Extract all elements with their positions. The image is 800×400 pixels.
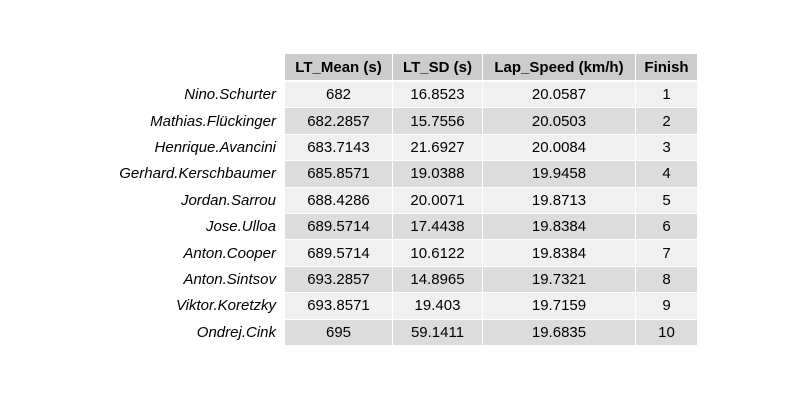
row-label: Anton.Sintsov <box>183 270 276 288</box>
column-header: LT_SD (s) <box>393 54 482 80</box>
column-header: LT_Mean (s) <box>285 54 392 80</box>
table-cell: 7 <box>636 240 697 266</box>
table-cell: 10 <box>636 319 697 345</box>
table-cell: 20.0503 <box>483 108 635 134</box>
row-label: Nino.Schurter <box>184 86 276 104</box>
row-label: Jordan.Sarrou <box>180 191 276 209</box>
table-cell: 683.7143 <box>285 134 392 161</box>
table-cell: 682 <box>285 82 392 108</box>
row-label: Henrique.Avancini <box>154 138 276 156</box>
row-label: Ondrej.Cink <box>196 323 276 341</box>
column-header: Finish <box>636 54 697 80</box>
table-cell: 17.4438 <box>393 214 482 240</box>
row-label: Anton.Cooper <box>183 244 276 262</box>
table-cell: 685.8571 <box>285 161 392 187</box>
table-cell: 688.4286 <box>285 187 392 213</box>
table-cell: 19.7159 <box>483 293 635 319</box>
table-cell: 16.8523 <box>393 82 482 108</box>
table-cell: 693.2857 <box>285 266 392 293</box>
row-label: Viktor.Koretzky <box>175 297 276 315</box>
table-cell: 5 <box>636 187 697 213</box>
table-cell: 10.6122 <box>393 240 482 266</box>
table-cell: 59.1411 <box>393 319 482 345</box>
table-cell: 8 <box>636 266 697 293</box>
table-cell: 19.0388 <box>393 161 482 187</box>
table-cell: 693.8571 <box>285 293 392 319</box>
table-cell: 15.7556 <box>393 108 482 134</box>
table-cell: 21.6927 <box>393 134 482 161</box>
table-cell: 19.8713 <box>483 187 635 213</box>
table-cell: 1 <box>636 82 697 108</box>
table-cell: 20.0587 <box>483 82 635 108</box>
table-cell: 14.8965 <box>393 266 482 293</box>
table-cell: 20.0084 <box>483 134 635 161</box>
table-cell: 695 <box>285 319 392 345</box>
table-cell: 19.7321 <box>483 266 635 293</box>
table-cell: 19.8384 <box>483 214 635 240</box>
column-header: Lap_Speed (km/h) <box>483 54 635 80</box>
table-cell: 19.8384 <box>483 240 635 266</box>
table-cell: 3 <box>636 134 697 161</box>
table-cell: 19.403 <box>393 293 482 319</box>
table-cell: 689.5714 <box>285 214 392 240</box>
table-cell: 20.0071 <box>393 187 482 213</box>
table-cell: 2 <box>636 108 697 134</box>
row-label: Mathias.Flückinger <box>150 112 276 130</box>
table-cell: 6 <box>636 214 697 240</box>
row-label: Gerhard.Kerschbaumer <box>119 165 276 183</box>
table-cell: 4 <box>636 161 697 187</box>
table-cell: 689.5714 <box>285 240 392 266</box>
table-cell: 9 <box>636 293 697 319</box>
table-cell: 19.9458 <box>483 161 635 187</box>
row-label: Jose.Ulloa <box>205 218 276 236</box>
table-cell: 19.6835 <box>483 319 635 345</box>
table-cell: 682.2857 <box>285 108 392 134</box>
